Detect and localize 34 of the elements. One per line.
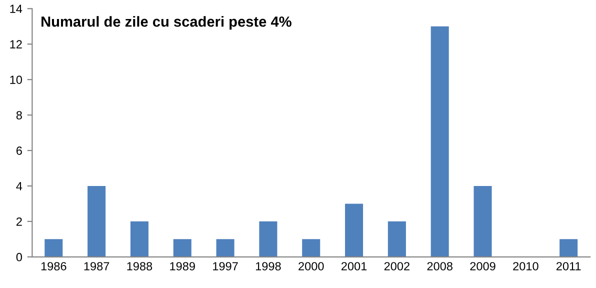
bar <box>259 221 278 257</box>
x-tick-label: 2010 <box>513 262 538 270</box>
y-tick-label: 10 <box>10 76 22 84</box>
chart-title: Numarul de zile cu scaderi peste 4% <box>42 16 292 30</box>
bar <box>216 239 234 257</box>
x-tick-label: 1997 <box>213 262 238 270</box>
x-tick-label: 2001 <box>341 262 367 270</box>
bar <box>44 239 63 257</box>
y-tick-label: 14 <box>10 4 22 13</box>
bar <box>173 239 192 257</box>
x-tick-label: 2002 <box>384 262 410 270</box>
y-tick-label: 4 <box>16 182 22 190</box>
bar <box>474 186 492 257</box>
y-tick-label: 6 <box>16 146 22 155</box>
bar <box>130 221 148 257</box>
x-tick-label: 1998 <box>256 262 281 270</box>
x-tick-label: 2009 <box>470 262 496 270</box>
bar <box>88 186 106 257</box>
y-tick-label: 0 <box>16 252 22 262</box>
y-tick-label: 8 <box>16 111 22 120</box>
y-tick-label: 12 <box>10 40 22 48</box>
x-tick-label: 1986 <box>41 262 66 270</box>
bar <box>345 204 364 257</box>
x-tick-label: 2011 <box>556 262 581 270</box>
x-tick-label: 2008 <box>427 262 452 270</box>
y-tick-label: 2 <box>16 217 22 226</box>
x-tick-label: 1987 <box>84 262 110 270</box>
bar <box>430 26 449 257</box>
x-tick-label: 1988 <box>127 262 152 270</box>
bar <box>302 239 320 257</box>
bar <box>560 239 578 257</box>
x-tick-label: 1989 <box>170 262 195 270</box>
bar <box>388 221 406 257</box>
x-tick-label: 2000 <box>298 262 324 270</box>
